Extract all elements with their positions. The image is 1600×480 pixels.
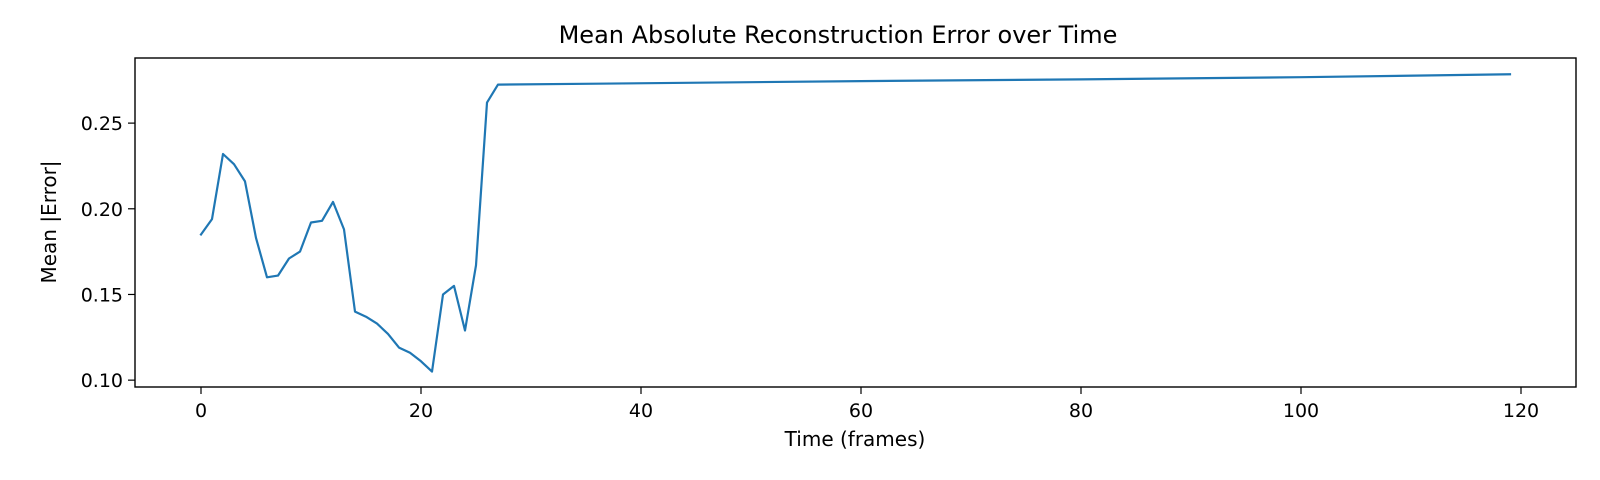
x-tick-label: 0	[195, 400, 207, 422]
x-axis-ticks: 0 20 40 60 80 100 120	[195, 387, 1539, 422]
y-axis-ticks: 0.10 0.15 0.20 0.25	[81, 113, 135, 392]
y-tick-label: 0.15	[81, 284, 123, 306]
x-tick-label: 20	[409, 400, 433, 422]
x-tick-label: 80	[1069, 400, 1093, 422]
x-tick-label: 60	[849, 400, 873, 422]
y-tick-label: 0.10	[81, 370, 123, 392]
chart-title: Mean Absolute Reconstruction Error over …	[559, 21, 1118, 49]
series-line	[199, 73, 1512, 373]
x-tick-label: 40	[629, 400, 653, 422]
x-tick-label: 100	[1283, 400, 1319, 422]
plot-frame	[134, 57, 1577, 388]
x-axis-label: Time (frames)	[784, 427, 926, 451]
y-tick-label: 0.25	[81, 113, 123, 135]
x-tick-label: 120	[1503, 400, 1539, 422]
y-axis-label: Mean |Error|	[37, 160, 61, 283]
plot-area	[199, 73, 1512, 373]
y-tick-label: 0.20	[81, 199, 123, 221]
